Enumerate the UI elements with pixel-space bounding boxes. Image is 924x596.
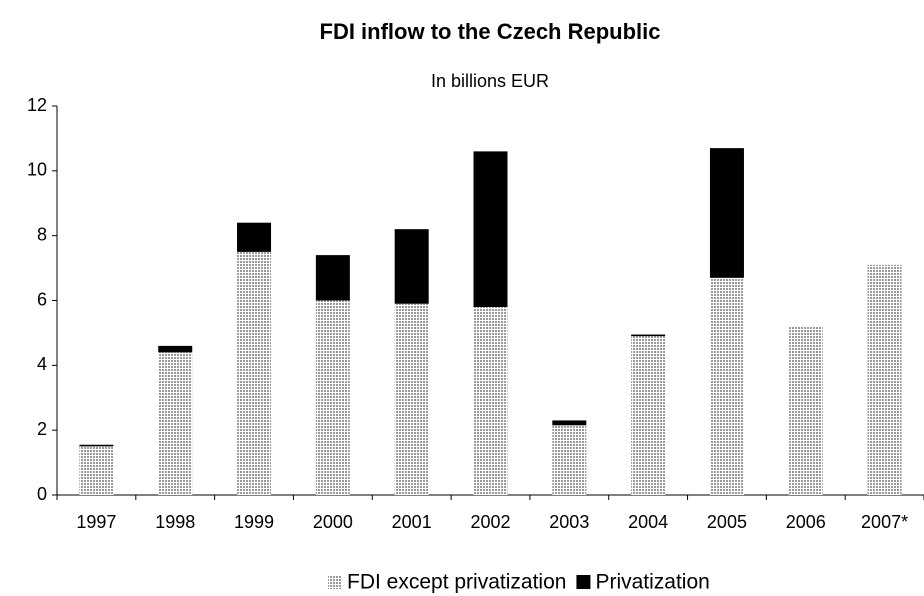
bar-segment	[315, 255, 350, 301]
x-tick-label: 2000	[313, 512, 353, 532]
x-tick-label: 2005	[707, 512, 747, 532]
y-tick-label: 8	[37, 224, 47, 244]
bar-segment	[237, 222, 272, 252]
x-tick-label: 2003	[549, 512, 589, 532]
chart-title: FDI inflow to the Czech Republic	[320, 19, 661, 44]
x-tick-label: 2004	[628, 512, 668, 532]
bar-segment	[631, 334, 666, 337]
legend-label: FDI except privatization	[347, 571, 566, 594]
bar-segment	[788, 326, 823, 495]
bar-segment	[237, 251, 272, 495]
bar-segment	[552, 420, 587, 426]
x-tick-label: 1999	[234, 512, 274, 532]
y-tick-label: 2	[37, 419, 47, 439]
bar-segment	[394, 229, 429, 304]
bar-segment	[631, 336, 666, 495]
bar-segment	[867, 264, 902, 495]
bar-segment	[552, 425, 587, 495]
bar-segment	[79, 446, 114, 495]
bar-segment	[158, 345, 193, 353]
bar-segment	[473, 151, 508, 307]
bar-segment	[158, 352, 193, 495]
y-tick-label: 10	[27, 160, 47, 180]
legend-swatch	[576, 575, 591, 589]
x-tick-label: 2007*	[861, 512, 908, 532]
x-tick-label: 1998	[155, 512, 195, 532]
legend-swatch	[328, 575, 342, 589]
x-tick-label: 1997	[76, 512, 116, 532]
y-tick-label: 12	[27, 95, 47, 115]
x-tick-label: 2002	[470, 512, 510, 532]
x-tick-label: 2001	[392, 512, 432, 532]
bar-segment	[394, 303, 429, 495]
bar-segment	[473, 306, 508, 495]
chart-subtitle: In billions EUR	[431, 71, 549, 91]
y-tick-label: 4	[37, 354, 47, 374]
bar-segment	[315, 300, 350, 495]
y-tick-label: 6	[37, 289, 47, 309]
legend-label: Privatization	[595, 571, 709, 594]
y-tick-label: 0	[37, 484, 47, 504]
bar-segment	[709, 148, 744, 278]
bar-segment	[709, 277, 744, 495]
x-tick-label: 2006	[786, 512, 826, 532]
bar-segment	[79, 444, 114, 447]
